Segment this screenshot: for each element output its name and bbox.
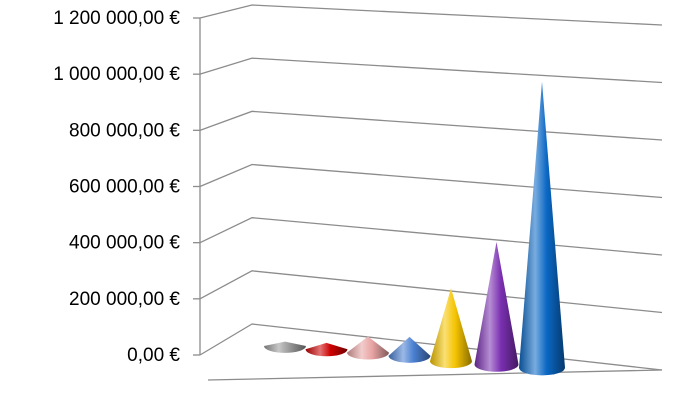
cone-6 bbox=[474, 241, 519, 372]
cone-7 bbox=[519, 81, 565, 376]
gridline bbox=[199, 57, 663, 84]
cone-body bbox=[305, 342, 348, 357]
cone-body bbox=[430, 288, 472, 369]
cone-body bbox=[264, 341, 306, 353]
y-tick-label: 1 000 000,00 € bbox=[53, 64, 180, 85]
y-axis-tick-labels: 0,00 € 200 000,00 € 400 000,00 € 600 000,00… bbox=[53, 8, 180, 366]
cone-body bbox=[388, 336, 431, 363]
cone-4 bbox=[388, 336, 431, 363]
gridline bbox=[199, 163, 663, 199]
gridline bbox=[199, 4, 663, 26]
cone-5 bbox=[430, 288, 472, 369]
cone-2 bbox=[305, 342, 348, 357]
cone-1 bbox=[264, 341, 306, 353]
y-tick-label: 0,00 € bbox=[127, 345, 180, 366]
y-tick-label: 400 000,00 € bbox=[69, 233, 180, 254]
gridline bbox=[199, 217, 663, 256]
chart-cones bbox=[264, 81, 565, 376]
y-tick-label: 200 000,00 € bbox=[69, 289, 180, 310]
floor-line bbox=[207, 369, 663, 381]
cone-body bbox=[519, 81, 565, 376]
gridline bbox=[199, 110, 663, 141]
y-tick-label: 600 000,00 € bbox=[69, 177, 180, 198]
y-tick-label: 800 000,00 € bbox=[69, 120, 180, 141]
cone-body bbox=[347, 336, 389, 360]
chart-gridlines bbox=[193, 4, 663, 381]
y-tick-label: 1 200 000,00 € bbox=[53, 8, 180, 29]
cone-3 bbox=[347, 336, 389, 360]
gridline bbox=[199, 270, 663, 314]
cone-body bbox=[474, 241, 519, 372]
